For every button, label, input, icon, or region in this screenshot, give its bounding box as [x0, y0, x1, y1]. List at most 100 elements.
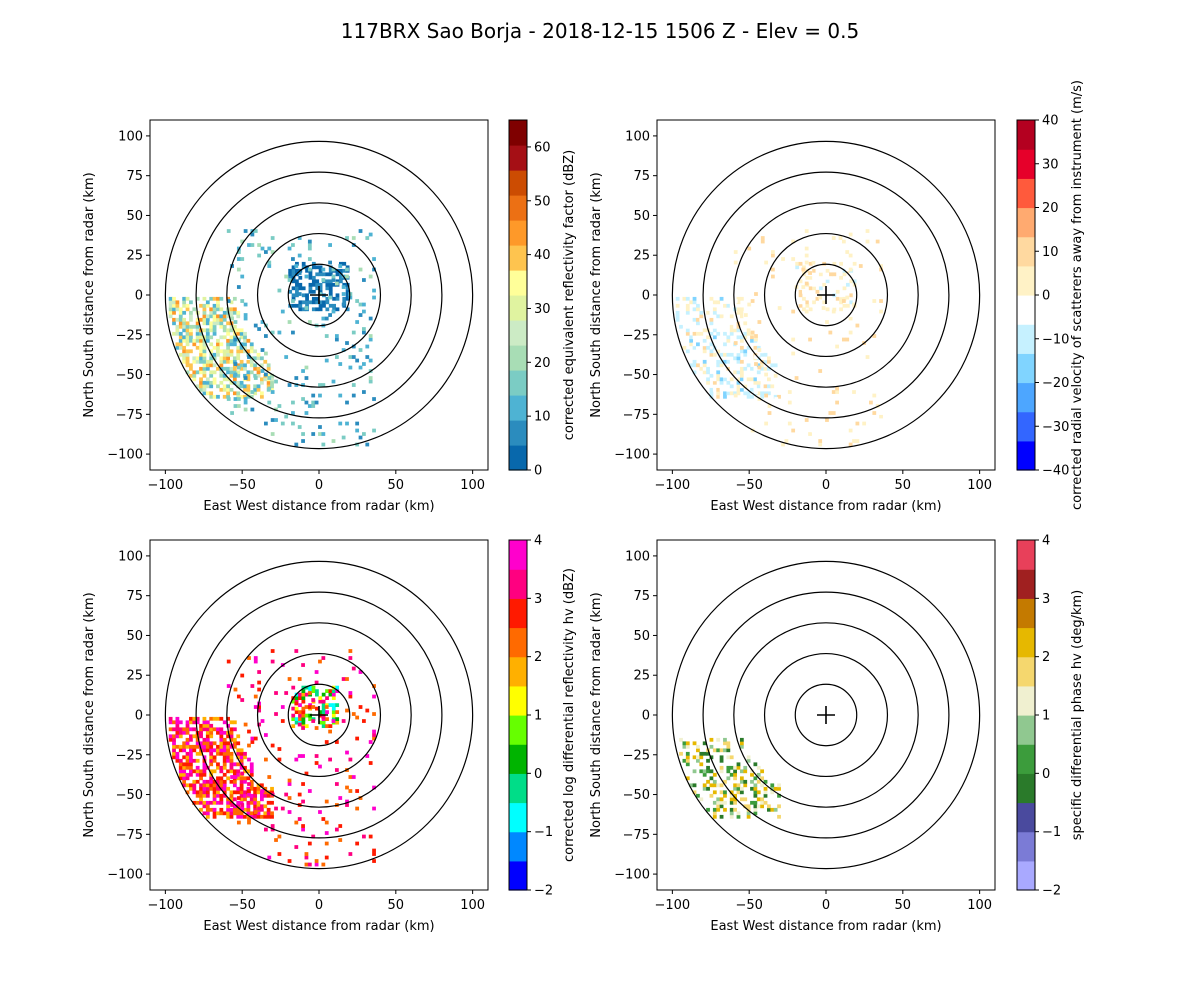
echo-pixel	[706, 370, 710, 375]
echo-pixel	[178, 314, 183, 319]
echo-pixel	[226, 384, 230, 389]
echo-pixel	[709, 373, 714, 378]
echo-pixel	[202, 755, 207, 760]
echo-pixel	[696, 331, 700, 336]
echo-pixel	[831, 411, 836, 415]
echo-pixel	[685, 328, 690, 333]
echo-pixel	[757, 285, 762, 289]
echo-pixel	[753, 387, 758, 392]
echo-pixel	[205, 384, 210, 389]
echo-pixel	[243, 797, 247, 802]
echo-pixel	[256, 811, 261, 816]
echo-pixel	[229, 737, 234, 742]
echo-pixel	[175, 730, 180, 735]
echo-pixel	[222, 328, 227, 333]
echo-pixel	[754, 362, 758, 366]
echo-pixel	[304, 376, 309, 380]
echo-pixel	[298, 720, 302, 725]
echo-pixel	[685, 303, 690, 308]
echo-pixel	[236, 349, 241, 354]
echo-pixel	[849, 300, 854, 305]
colorbar-segment	[509, 445, 527, 471]
colorbar-tick-label: 2	[534, 650, 542, 665]
echo-pixel	[232, 807, 237, 812]
echo-pixel	[291, 268, 296, 273]
echo-pixel	[315, 286, 320, 291]
echo-pixel	[756, 797, 761, 802]
echo-pixel	[351, 666, 356, 671]
echo-pixel	[739, 737, 744, 742]
echo-pixel	[222, 811, 227, 816]
echo-pixel	[719, 783, 724, 788]
echo-pixel	[232, 356, 237, 361]
echo-pixel	[879, 379, 883, 384]
echo-pixel	[709, 349, 714, 354]
echo-pixel	[736, 387, 741, 392]
echo-pixel	[205, 804, 210, 809]
echo-pixel	[236, 790, 241, 795]
echo-pixel	[675, 317, 680, 322]
echo-pixel	[802, 300, 806, 305]
echo-pixel	[257, 687, 262, 692]
echo-pixel	[236, 734, 241, 739]
echo-pixel	[249, 814, 254, 819]
echo-pixel	[729, 366, 734, 371]
y-tick-label: 100	[118, 549, 143, 564]
echo-pixel	[777, 387, 781, 392]
echo-pixel	[172, 310, 176, 315]
echo-pixel	[801, 285, 806, 289]
colorbar-tick-label: 0	[1042, 767, 1050, 782]
echo-pixel	[696, 321, 700, 326]
echo-pixel	[825, 229, 829, 233]
echo-pixel	[199, 727, 203, 732]
echo-pixel	[249, 394, 254, 399]
echo-pixel	[764, 421, 769, 426]
echo-pixel	[716, 373, 721, 378]
echo-pixel	[295, 293, 299, 298]
echo-pixel	[808, 296, 813, 301]
echo-pixel	[754, 292, 758, 296]
echo-pixel	[182, 765, 187, 770]
range-ring	[763, 652, 889, 778]
echo-pixel	[875, 239, 880, 244]
echo-pixel	[257, 722, 262, 727]
echo-pixel	[763, 359, 768, 364]
echo-pixel	[216, 300, 220, 305]
echo-pixel	[770, 253, 775, 258]
echo-pixel	[365, 344, 370, 349]
echo-pixel	[818, 272, 823, 277]
echo-pixel	[689, 342, 694, 347]
y-tick-label: −100	[107, 868, 143, 883]
colorbar-segment	[1017, 411, 1035, 442]
echo-pixel	[763, 352, 768, 357]
echo-pixel	[736, 377, 741, 382]
echo-pixel	[791, 257, 796, 261]
range-ring	[256, 652, 382, 778]
echo-pixel	[284, 691, 289, 695]
y-tick-label: 0	[135, 289, 143, 304]
echo-pixel	[328, 279, 333, 284]
echo-pixel	[802, 289, 806, 294]
echo-pixel	[746, 328, 751, 333]
echo-pixel	[712, 370, 717, 375]
colorbar-tick-label: 0	[1042, 289, 1050, 304]
echo-pixel	[747, 246, 752, 251]
colorbar-tick-label: −2	[1042, 884, 1061, 899]
echo-pixel	[185, 296, 190, 301]
echo-pixel	[291, 706, 296, 711]
echo-pixel	[702, 769, 707, 774]
echo-pixel	[253, 797, 258, 802]
echo-pixel	[216, 349, 220, 354]
echo-pixel	[716, 363, 721, 368]
echo-pixel	[334, 768, 339, 772]
range-ring	[763, 232, 889, 358]
echo-pixel	[185, 335, 190, 340]
echo-pixel	[219, 797, 224, 802]
echo-pixel	[267, 264, 272, 268]
echo-pixel	[311, 300, 316, 305]
echo-pixel	[325, 286, 330, 291]
echo-pixel	[236, 694, 241, 699]
x-tick-label: 100	[967, 478, 992, 493]
echo-pixel	[689, 300, 694, 305]
